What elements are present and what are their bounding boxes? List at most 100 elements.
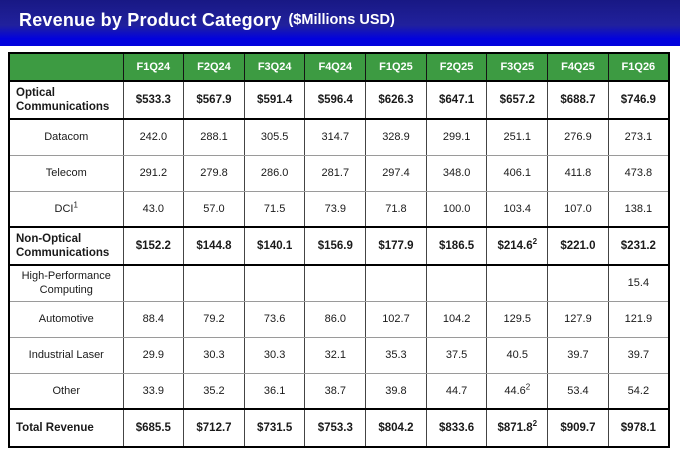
value-cell: 291.2 [122,154,185,192]
value-cell: $746.9 [607,80,670,120]
value-cell: $567.9 [183,80,245,120]
value-cell: 103.4 [486,190,549,228]
row-label: Total Revenue [8,408,124,448]
column-header: F3Q24 [243,52,306,82]
value-cell: $221.0 [547,226,609,266]
value-cell: $231.2 [607,226,670,266]
value-cell: 138.1 [607,190,670,228]
value-cell: 288.1 [183,118,245,156]
value-cell: 348.0 [425,154,488,192]
value-cell: 29.9 [122,336,185,374]
value-cell [304,264,367,302]
table-row: Telecom 291.2 279.8 286.0 281.7 297.4 348.0 406… [8,154,670,192]
page-title: Revenue by Product Category [19,9,282,30]
table-body: Optical Communications $533.3 $567.9 $591.4… [8,80,670,448]
value-cell: 279.8 [183,154,245,192]
value-cell: 328.9 [365,118,427,156]
row-label: Optical Communications [8,80,124,120]
value-cell: 86.0 [304,300,367,338]
value-cell: $152.2 [122,226,185,266]
table-row: High-Performance Computing 15.4 [8,264,670,302]
value-cell: 54.2 [607,372,670,410]
footnote-marker: 2 [532,237,538,247]
value-cell: 406.1 [486,154,549,192]
value-cell: $156.9 [304,226,367,266]
value-cell: $688.7 [547,80,609,120]
value-cell: $591.4 [243,80,306,120]
row-label: Non-Optical Communications [8,226,124,266]
value-cell: 411.8 [547,154,609,192]
footnote-marker: 2 [525,382,531,392]
value-cell: $753.3 [304,408,367,448]
value-cell [425,264,488,302]
value-cell: $712.7 [183,408,245,448]
value-cell: 121.9 [607,300,670,338]
value-cell: 36.1 [243,372,306,410]
table-row: Total Revenue $685.5 $712.7 $731.5 $753.3 $80… [8,408,670,448]
page-title-unit: ($Millions USD) [288,12,395,28]
row-label: Telecom [8,154,124,192]
value-cell: $833.6 [425,408,488,448]
value-cell: 297.4 [365,154,427,192]
value-cell: 57.0 [183,190,245,228]
value-cell: $626.3 [365,80,427,120]
row-label: Automotive [8,300,124,338]
value-cell: $647.1 [425,80,488,120]
value-cell: 39.7 [607,336,670,374]
value-cell: $731.5 [243,408,306,448]
value-cell: 15.4 [607,264,670,302]
row-label: Industrial Laser [8,336,124,374]
column-header: F1Q25 [365,52,427,82]
table-row: Industrial Laser 29.9 30.3 30.3 32.1 35.3 37.5… [8,336,670,374]
value-cell: 43.0 [122,190,185,228]
value-cell: $596.4 [304,80,367,120]
value-cell [486,264,549,302]
value-cell: $871.82 [486,408,549,448]
value-cell: 100.0 [425,190,488,228]
value-cell: $909.7 [547,408,609,448]
column-header: F2Q24 [183,52,245,82]
footnote-marker: 2 [532,419,538,429]
value-cell: $804.2 [365,408,427,448]
value-cell: 39.8 [365,372,427,410]
value-cell: 53.4 [547,372,609,410]
value-cell: 73.9 [304,190,367,228]
column-header: F3Q25 [486,52,549,82]
value-cell: 127.9 [547,300,609,338]
table-row: Non-Optical Communications $152.2 $144.8 $1… [8,226,670,266]
column-header: F1Q24 [122,52,185,82]
value-cell: 30.3 [183,336,245,374]
value-cell: 251.1 [486,118,549,156]
value-cell: 88.4 [122,300,185,338]
value-cell: 73.6 [243,300,306,338]
value-cell: 40.5 [486,336,549,374]
value-cell: 473.8 [607,154,670,192]
column-header: F1Q26 [607,52,670,82]
value-cell: $214.62 [486,226,549,266]
value-cell [122,264,185,302]
value-cell: 39.7 [547,336,609,374]
value-cell: 71.5 [243,190,306,228]
title-bar: Revenue by Product Category ($Millions U… [0,0,680,46]
value-cell: 286.0 [243,154,306,192]
row-label: High-Performance Computing [8,264,124,302]
value-cell: 44.7 [425,372,488,410]
value-cell: $657.2 [486,80,549,120]
row-label: DCI1 [8,190,124,228]
value-cell: 314.7 [304,118,367,156]
table-row: Optical Communications $533.3 $567.9 $591.4… [8,80,670,120]
value-cell: 242.0 [122,118,185,156]
table-row: Other 33.9 35.2 36.1 38.7 39.8 44.7 44.62 53.4 54… [8,372,670,410]
revenue-table: F1Q24 F2Q24 F3Q24 F4Q24 F1Q25 F2Q25 F3Q25 F4Q25… [8,52,670,448]
value-cell: 33.9 [122,372,185,410]
value-cell: 129.5 [486,300,549,338]
value-cell: $685.5 [122,408,185,448]
value-cell [365,264,427,302]
value-cell: 38.7 [304,372,367,410]
footnote-marker: 1 [73,199,78,209]
row-label: Other [8,372,124,410]
value-cell: 44.62 [486,372,549,410]
value-cell: 79.2 [183,300,245,338]
value-cell: 35.3 [365,336,427,374]
value-cell: 102.7 [365,300,427,338]
